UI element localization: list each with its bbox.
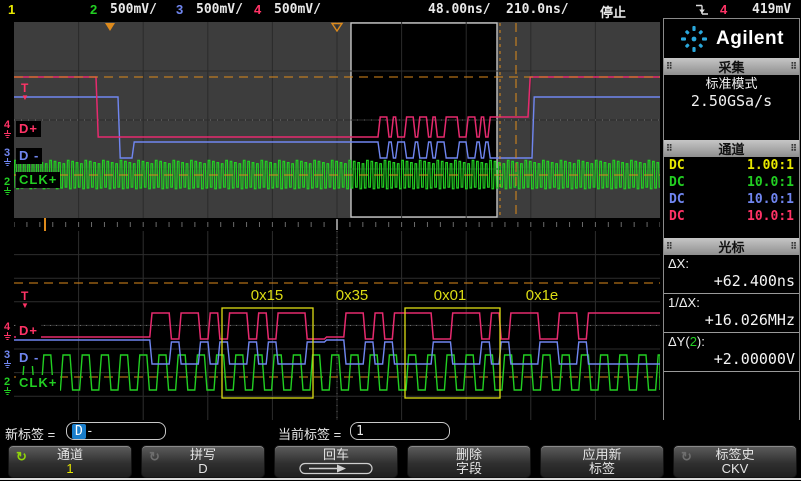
ground-icon <box>3 332 11 341</box>
trigger-level-marker[interactable]: T ▼ <box>21 289 29 310</box>
trace-label-dminus: D - <box>16 148 43 164</box>
acquisition-mode: 标准模式 <box>705 76 758 91</box>
sample-rate: 2.50GSa/s <box>690 92 773 110</box>
ground-icon <box>3 360 11 369</box>
cursor-dy-row: ΔY(2): +2.00000V <box>664 333 799 372</box>
trigger-level-marker[interactable]: T ▼ <box>21 81 29 102</box>
current-label-input[interactable]: 1 <box>350 422 450 440</box>
channel-marker-3[interactable]: 3 <box>0 148 14 167</box>
agilent-starburst-icon <box>681 25 708 52</box>
channel-marker-3[interactable]: 3 <box>0 350 14 369</box>
byte-annotation: 0x1e <box>525 287 559 304</box>
cursor-dx-label: ΔX: <box>668 256 689 271</box>
selected-character: D <box>72 423 86 439</box>
softkey-spell[interactable]: ↻ 拼写 D <box>141 445 265 478</box>
main-timebase[interactable]: 210.0ns/ <box>506 2 569 17</box>
section-grip-icon: ⠿ <box>790 241 797 251</box>
channel-marker-4[interactable]: 4 <box>0 120 14 139</box>
screen-bottom-divider <box>0 478 801 480</box>
label-editor-bar: 新标签 = D - 当前标签 = 1 <box>0 420 801 444</box>
current-label-caption: 当前标签 = <box>278 427 342 442</box>
cycle-icon: ↻ <box>16 449 27 464</box>
trace-label-dminus: D - <box>16 350 43 366</box>
softkey-apply-label[interactable]: 应用新 标签 <box>540 445 664 478</box>
channel-row-2: DC 10.0:1 <box>669 175 794 190</box>
new-label-caption: 新标签 = <box>5 427 56 442</box>
channel-row-1: DC 1.00:1 <box>669 158 794 173</box>
ground-icon <box>3 387 11 396</box>
timebase-divider-strip <box>14 218 660 231</box>
cursor-dx-row: ΔX: +62.400ns <box>664 255 799 294</box>
softkey-delete-field[interactable]: 删除 字段 <box>407 445 531 478</box>
softkey-channel[interactable]: ↻ 通道 1 <box>8 445 132 478</box>
main-waveform-window[interactable] <box>14 22 660 218</box>
ch3-scale[interactable]: 500mV/ <box>196 2 243 17</box>
status-bar: 1 2 500mV/ 3 500mV/ 4 500mV/ 48.00ns/ 21… <box>0 0 801 20</box>
run-state: 停止 <box>600 5 627 20</box>
section-header-channels: ⠿ 通道 ⠿ <box>664 140 799 157</box>
section-grip-icon: ⠿ <box>790 143 797 153</box>
section-grip-icon: ⠿ <box>666 143 673 153</box>
zoom-waveform-window[interactable] <box>14 231 660 420</box>
cursor-dx-value: +62.400ns <box>713 272 795 290</box>
new-label-input[interactable]: D - <box>66 422 166 440</box>
ch2-indicator[interactable]: 2 <box>90 2 98 17</box>
cursor-invdx-label: 1/ΔX: <box>668 295 700 310</box>
trigger-edge-icon <box>695 3 709 19</box>
cursor-invdx-row: 1/ΔX: +16.026MHz <box>664 294 799 333</box>
cycle-icon: ↻ <box>149 449 160 464</box>
byte-annotation: 0x01 <box>433 287 467 304</box>
cursor-dy-label: ΔY(2): <box>668 334 705 349</box>
cycle-icon: ↻ <box>681 449 692 464</box>
enter-arrow-icon <box>299 462 373 475</box>
ground-icon <box>3 158 11 167</box>
trace-label-dplus: D+ <box>16 121 41 137</box>
zoom-timebase[interactable]: 48.00ns/ <box>428 2 491 17</box>
cursor-dy-value: +2.00000V <box>713 350 795 368</box>
ground-icon <box>3 187 11 196</box>
brand-logo: Agilent <box>664 19 799 58</box>
softkey-enter[interactable]: 回车 <box>274 445 398 478</box>
section-header-acquisition: ⠿ 采集 ⠿ <box>664 58 799 75</box>
ch4-indicator[interactable]: 4 <box>254 2 262 17</box>
ground-icon <box>3 130 11 139</box>
brand-name: Agilent <box>716 27 784 49</box>
ch3-indicator[interactable]: 3 <box>176 2 184 17</box>
cursor-invdx-value: +16.026MHz <box>704 311 795 329</box>
trigger-level: 419mV <box>752 2 792 17</box>
trace-label-clk: CLK+ <box>16 172 61 188</box>
channel-marker-2[interactable]: 2 <box>0 177 14 196</box>
softkey-label-history[interactable]: ↻ 标签史 CKV <box>673 445 797 478</box>
section-grip-icon: ⠿ <box>666 61 673 71</box>
byte-annotation: 0x15 <box>250 287 284 304</box>
trace-label-clk: CLK+ <box>16 375 61 391</box>
channel-row-3: DC 10.0:1 <box>669 192 794 207</box>
section-grip-icon: ⠿ <box>790 61 797 71</box>
channel-marker-4[interactable]: 4 <box>0 322 14 341</box>
channel-marker-2[interactable]: 2 <box>0 377 14 396</box>
section-grip-icon: ⠿ <box>666 241 673 251</box>
channel-row-4: DC 10.0:1 <box>669 209 794 224</box>
trigger-source: 4 <box>720 2 728 17</box>
info-sidebar: Agilent ⠿ 采集 ⠿ 标准模式 2.50GSa/s ⠿ 通道 ⠿ DC 1… <box>663 18 800 428</box>
byte-annotation: 0x35 <box>335 287 369 304</box>
ch4-scale[interactable]: 500mV/ <box>274 2 321 17</box>
ch2-scale[interactable]: 500mV/ <box>110 2 157 17</box>
trace-label-dplus: D+ <box>16 323 41 339</box>
ch1-indicator[interactable]: 1 <box>8 2 16 17</box>
section-header-cursors: ⠿ 光标 ⠿ <box>664 238 799 255</box>
